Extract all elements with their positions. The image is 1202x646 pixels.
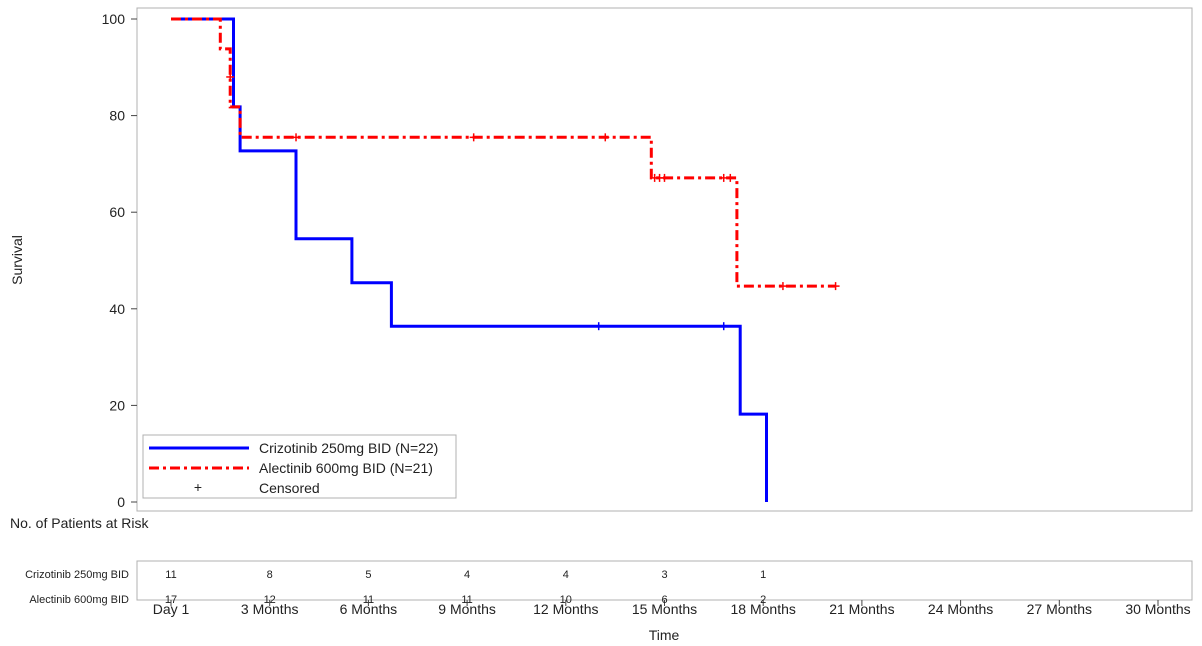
risk-count: 17 — [165, 594, 177, 606]
x-tick-label: 30 Months — [1125, 601, 1190, 617]
x-tick-label: 9 Months — [438, 601, 496, 617]
risk-counts: 11 8 5 4 4 3 1 17 12 11 11 10 6 2 — [165, 569, 766, 606]
series-line-alectinib — [171, 17, 836, 288]
y-tick-label: 20 — [109, 397, 125, 413]
censor-mark — [594, 322, 603, 331]
risk-count: 2 — [760, 594, 766, 606]
risk-count: 11 — [363, 594, 374, 606]
x-tick-label: 27 Months — [1027, 601, 1092, 617]
risk-count: 3 — [661, 569, 667, 581]
y-tick-label: 80 — [109, 108, 125, 124]
x-axis: Day 1 3 Months 6 Months 9 Months 12 Months 15… — [153, 600, 1191, 617]
censor-mark — [778, 282, 787, 291]
x-tick-label: 24 Months — [928, 601, 993, 617]
x-tick-label: 3 Months — [241, 601, 299, 617]
survival-curves — [171, 17, 840, 502]
censor-mark — [469, 133, 478, 142]
x-axis-title: Time — [649, 627, 680, 643]
x-tick-label: 6 Months — [340, 601, 398, 617]
risk-count: 11 — [461, 594, 472, 606]
y-tick-label: 60 — [109, 204, 125, 220]
risk-count: 5 — [365, 569, 371, 581]
y-tick-label: 0 — [117, 494, 125, 510]
censor-mark — [292, 133, 301, 142]
legend-censor-symbol: + — [194, 479, 202, 495]
risk-row-label-crizotinib: Crizotinib 250mg BID — [25, 569, 129, 581]
risk-count: 4 — [563, 569, 569, 581]
censor-mark — [226, 72, 235, 81]
risk-count: 12 — [264, 594, 276, 606]
x-tick-label: Day 1 — [153, 601, 190, 617]
censor-mark — [601, 133, 610, 142]
risk-count: 1 — [760, 569, 766, 581]
legend-label-crizotinib: Crizotinib 250mg BID (N=22) — [259, 440, 438, 456]
x-tick-label: 12 Months — [533, 601, 598, 617]
x-tick-label: 15 Months — [632, 601, 697, 617]
y-axis: 0 20 40 60 80 100 — [102, 11, 137, 510]
censor-mark — [719, 322, 728, 331]
y-axis-title: Survival — [9, 235, 25, 285]
risk-count: 11 — [165, 569, 176, 581]
censor-mark — [726, 173, 735, 182]
y-tick-label: 100 — [102, 11, 126, 27]
risk-row-label-alectinib: Alectinib 600mg BID — [29, 594, 129, 606]
legend-label-alectinib: Alectinib 600mg BID (N=21) — [259, 460, 433, 476]
censor-mark — [831, 282, 840, 291]
plot-area-frame — [136, 7, 1193, 512]
risk-count: 4 — [464, 569, 470, 581]
risk-table-title: No. of Patients at Risk — [10, 515, 150, 531]
x-tick-label: 18 Months — [731, 601, 796, 617]
risk-count: 10 — [560, 594, 572, 606]
x-tick-label: 21 Months — [829, 601, 894, 617]
risk-count: 8 — [267, 569, 273, 581]
censor-mark — [660, 173, 669, 182]
y-tick-label: 40 — [109, 301, 125, 317]
legend: Crizotinib 250mg BID (N=22) Alectinib 60… — [142, 434, 457, 499]
series-line-crizotinib — [171, 17, 768, 502]
risk-count: 6 — [661, 594, 667, 606]
legend-label-censored: Censored — [259, 480, 320, 496]
